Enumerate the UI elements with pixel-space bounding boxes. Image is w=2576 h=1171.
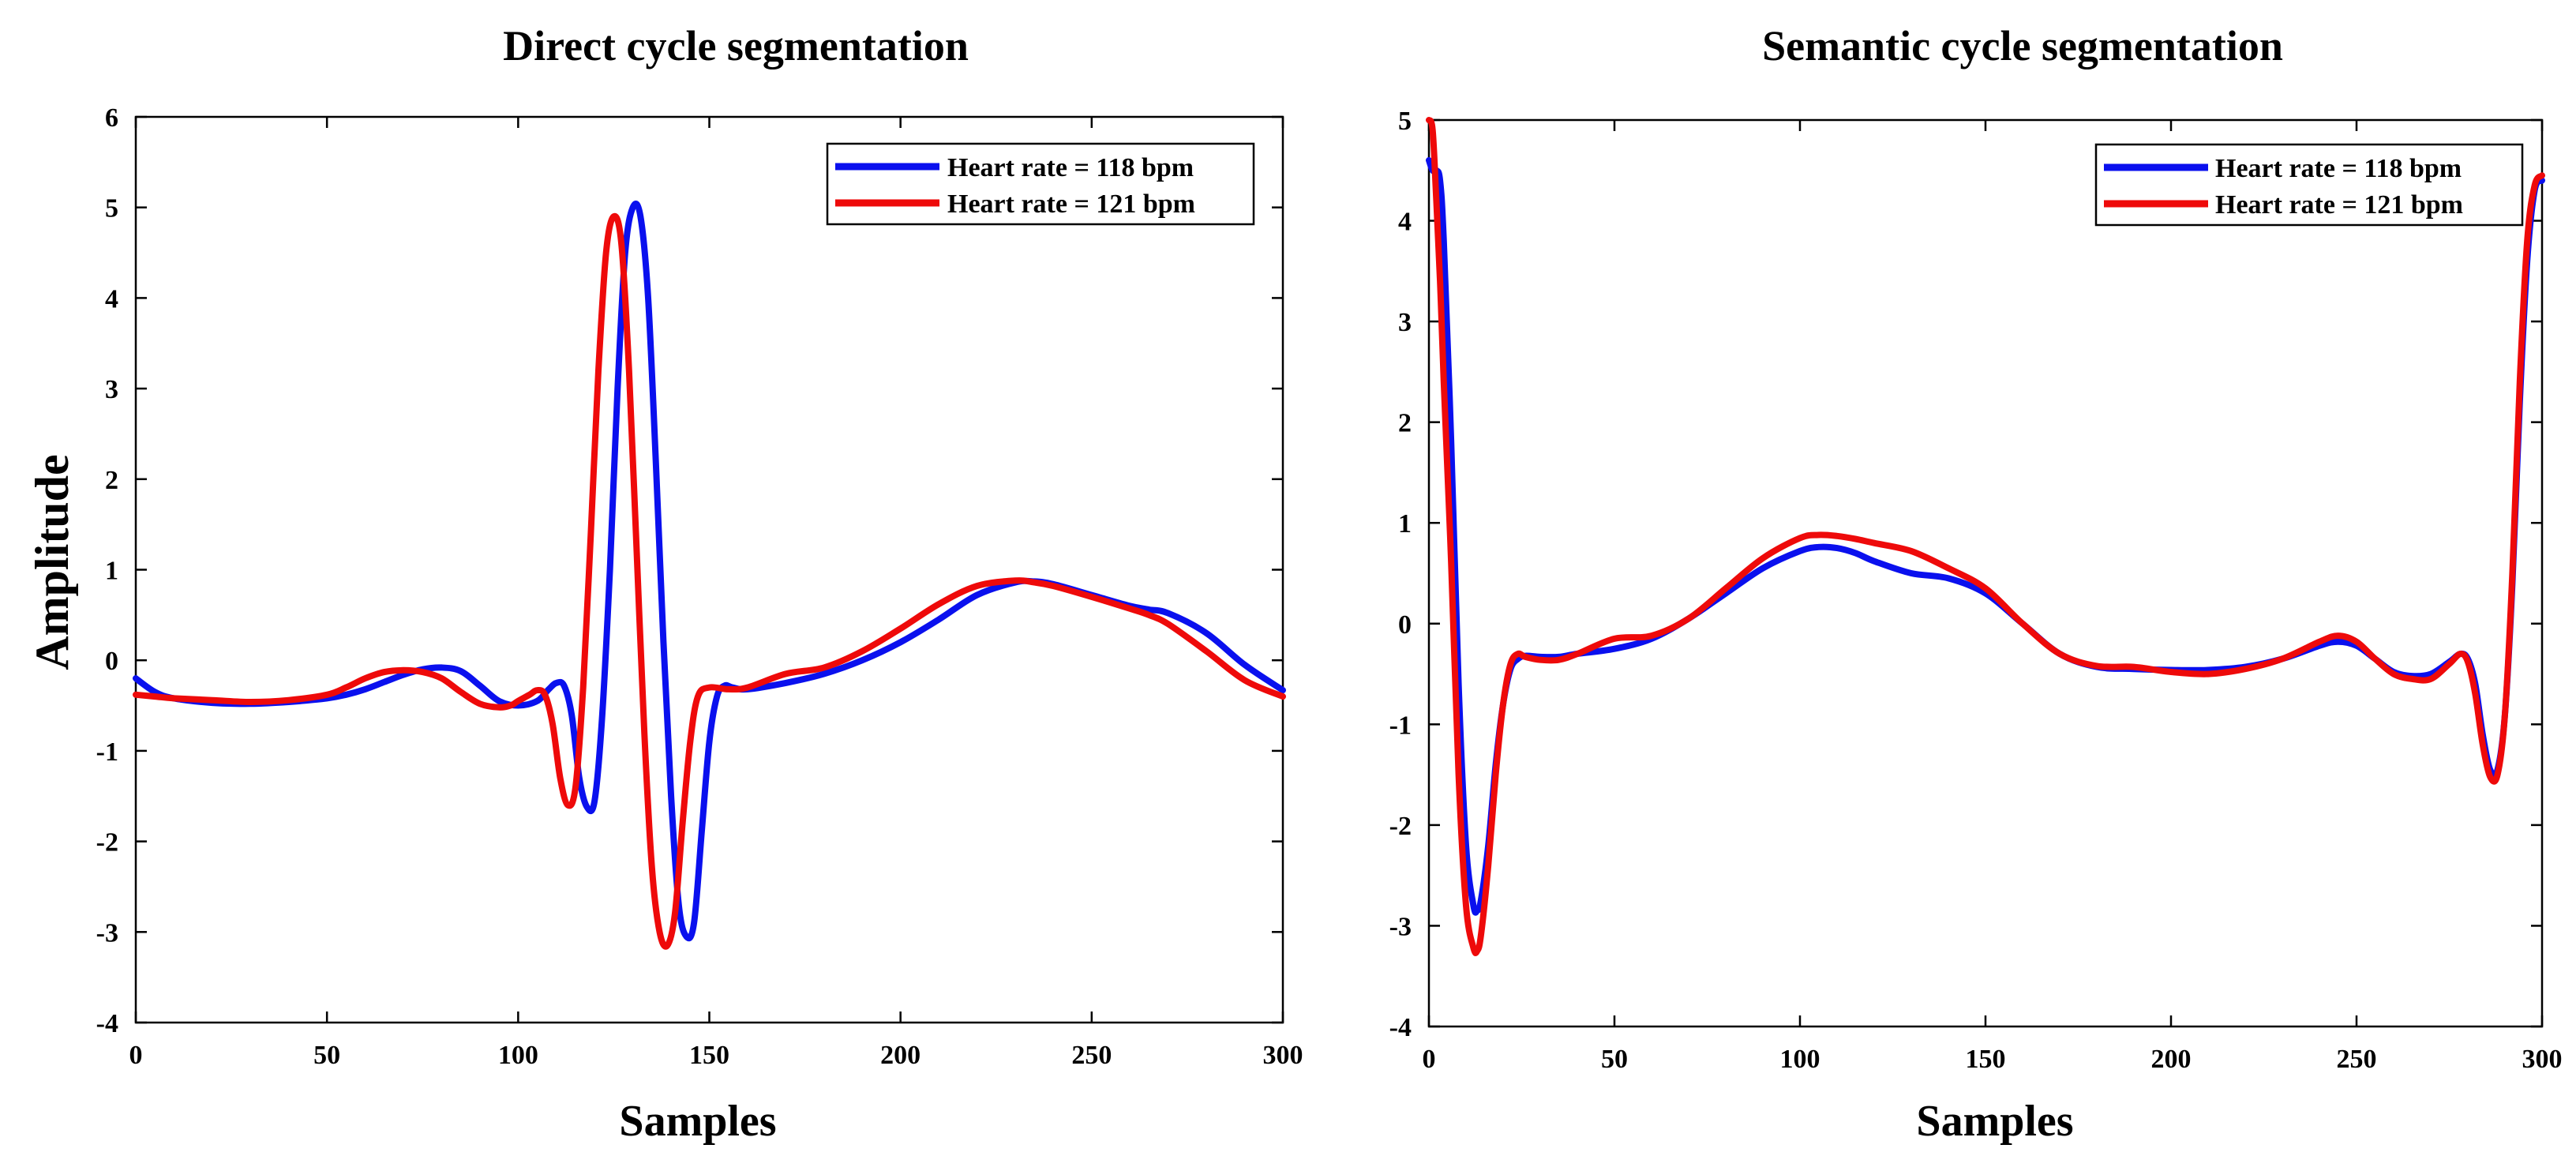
- y-tick-label: 4: [1398, 208, 1412, 237]
- x-tick-label: 300: [2522, 1045, 2563, 1074]
- series-lines: [1426, 117, 2545, 956]
- legend-entry-121: Heart rate = 121 bpm: [947, 190, 1195, 219]
- legend-box: [2094, 143, 2524, 227]
- x-tick-label: 250: [1071, 1041, 1112, 1070]
- chart-direct-cycle: Direct cycle segmentation Samples 0 50 100…: [96, 22, 1303, 1146]
- y-tick-label: 0: [105, 647, 118, 676]
- x-axis-label: Samples: [1916, 1097, 2073, 1146]
- y-tick-label: -1: [96, 738, 118, 767]
- shared-y-axis-label: Amplitude: [26, 454, 78, 670]
- axis-ticks: 0 50 100 150 200 250 300 -4 -3 -2 -1 0 1 2 3 4 5: [1389, 107, 2563, 1074]
- y-tick-label: 2: [105, 466, 118, 495]
- y-tick-label: -2: [1389, 812, 1412, 841]
- x-tick-label: 100: [1780, 1045, 1820, 1074]
- series-line-121-bpm: [133, 213, 1286, 950]
- x-tick-label: 200: [2151, 1045, 2192, 1074]
- axis-ticks: 0 50 100 150 200 250 300 -4 -3 -2 -1 0 1 2 3 4 5 6: [96, 103, 1303, 1070]
- y-tick-label: -4: [1389, 1013, 1412, 1042]
- x-tick-label: 50: [313, 1041, 340, 1070]
- y-tick-label: 3: [105, 375, 118, 404]
- y-tick-label: -3: [96, 918, 118, 948]
- x-tick-label: 300: [1263, 1041, 1303, 1070]
- y-tick-label: 2: [1398, 409, 1412, 438]
- plot-area-frame: [1427, 118, 2544, 1028]
- legend-entry-118: Heart rate = 118 bpm: [947, 153, 1194, 182]
- x-tick-label: 100: [498, 1041, 538, 1070]
- x-tick-label: 50: [1601, 1045, 1628, 1074]
- series-lines: [133, 200, 1286, 950]
- x-tick-label: 150: [1966, 1045, 2006, 1074]
- x-tick-label: 250: [2337, 1045, 2377, 1074]
- chart-title: Semantic cycle segmentation: [1762, 22, 2283, 69]
- y-tick-label: -4: [96, 1009, 118, 1038]
- legend: Heart rate = 118 bpm Heart rate = 121 bp…: [2094, 143, 2524, 227]
- chart-semantic-cycle: Semantic cycle segmentation Samples 0 50 1…: [1389, 22, 2563, 1146]
- y-tick-label: 5: [1398, 107, 1412, 136]
- legend-entry-121: Heart rate = 121 bpm: [2215, 190, 2463, 220]
- series-line-121-bpm: [1426, 117, 2545, 956]
- y-tick-label: -1: [1389, 711, 1412, 740]
- x-tick-label: 200: [880, 1041, 921, 1070]
- y-tick-label: 1: [1398, 509, 1412, 539]
- y-tick-label: 1: [105, 557, 118, 586]
- x-tick-label: 0: [1423, 1045, 1436, 1074]
- y-tick-label: 3: [1398, 308, 1412, 337]
- y-tick-label: -2: [96, 828, 118, 858]
- legend: Heart rate = 118 bpm Heart rate = 121 bp…: [826, 142, 1255, 226]
- legend-box: [826, 142, 1255, 226]
- y-tick-label: 0: [1398, 610, 1412, 640]
- y-tick-label: 6: [105, 103, 118, 133]
- x-tick-label: 0: [129, 1041, 143, 1070]
- series-line-118-bpm: [1426, 157, 2545, 916]
- x-tick-label: 150: [689, 1041, 729, 1070]
- y-tick-label: 5: [105, 194, 118, 223]
- series-line-118-bpm: [133, 200, 1286, 942]
- y-tick-label: -3: [1389, 912, 1412, 941]
- y-tick-label: 4: [105, 284, 118, 313]
- chart-title: Direct cycle segmentation: [503, 22, 969, 69]
- plot-area-frame: [134, 115, 1284, 1024]
- legend-entry-118: Heart rate = 118 bpm: [2215, 154, 2462, 183]
- x-axis-label: Samples: [619, 1097, 776, 1146]
